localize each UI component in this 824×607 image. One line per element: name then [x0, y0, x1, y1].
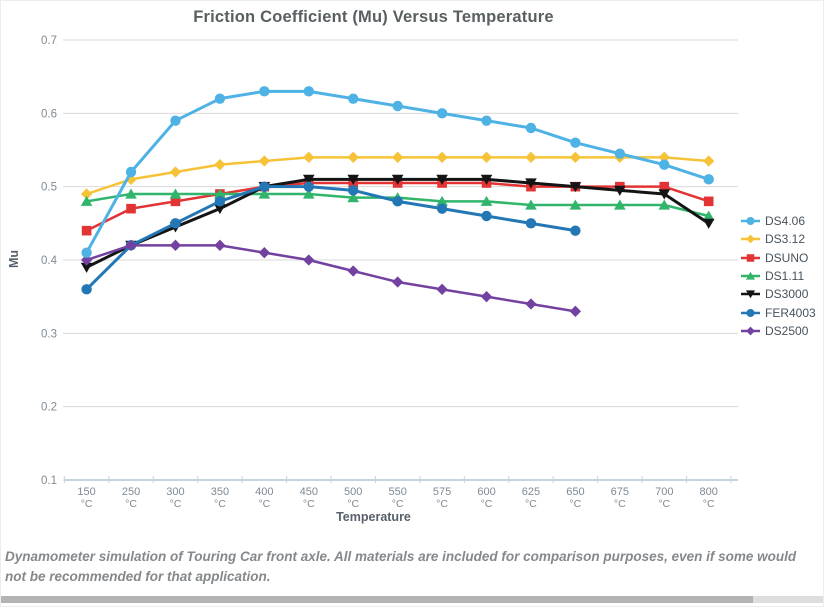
legend-item-DS3000[interactable]: DS3000: [741, 285, 816, 303]
legend-marker-icon: [741, 235, 760, 244]
legend-label: DS4.06: [765, 214, 806, 229]
x-axis-title: Temperature: [336, 510, 411, 524]
svg-text:0.4: 0.4: [41, 255, 58, 267]
legend-marker-icon: [741, 253, 760, 262]
svg-text:°C: °C: [614, 498, 626, 510]
x-axis: [63, 476, 738, 483]
svg-text:°C: °C: [481, 498, 493, 510]
svg-text:0.3: 0.3: [41, 328, 57, 340]
y-tick-labels: 0.7 0.6 0.5 0.4 0.3 0.2 0.1: [41, 35, 58, 487]
svg-text:650: 650: [566, 486, 584, 498]
scrollbar-thumb[interactable]: [1, 596, 754, 603]
svg-text:°C: °C: [347, 498, 359, 510]
legend-item-DSUNO[interactable]: DSUNO: [741, 249, 816, 267]
horizontal-scrollbar[interactable]: [1, 596, 823, 603]
legend-item-DS4.06[interactable]: DS4.06: [741, 212, 816, 230]
x-tick-labels: 150°C250°C300°C350°C400°C450°C500°C550°C…: [77, 486, 717, 510]
svg-text:0.2: 0.2: [41, 402, 57, 414]
svg-text:500: 500: [344, 486, 362, 498]
legend-item-DS1.11[interactable]: DS1.11: [741, 267, 816, 285]
legend-marker-icon: [741, 217, 760, 226]
chart-caption: Dynamometer simulation of Touring Car fr…: [5, 549, 797, 584]
svg-text:°C: °C: [258, 498, 270, 510]
svg-text:625: 625: [522, 486, 540, 498]
svg-text:600: 600: [477, 486, 495, 498]
series-DS2500: [80, 239, 582, 317]
svg-text:400: 400: [255, 486, 273, 498]
svg-text:0.5: 0.5: [41, 182, 57, 194]
svg-text:550: 550: [388, 486, 406, 498]
legend-item-DS2500[interactable]: DS2500: [741, 322, 816, 340]
legend-label: DS1.11: [765, 269, 805, 284]
series-FER4003: [81, 181, 581, 295]
svg-text:°C: °C: [170, 498, 182, 510]
chart-canvas: 0.70.60.50.40.30.20.1150°C250°C300°C350°…: [41, 35, 738, 510]
svg-text:°C: °C: [569, 498, 581, 510]
chart-legend: DS4.06 DS3.12 DSUNO DS1.11 DS3000 FER4003 DS25…: [741, 212, 816, 340]
legend-label: DSUNO: [765, 250, 809, 265]
svg-text:0.6: 0.6: [41, 108, 57, 120]
svg-text:°C: °C: [303, 498, 315, 510]
legend-item-FER4003[interactable]: FER4003: [741, 303, 816, 321]
svg-text:°C: °C: [436, 498, 448, 510]
legend-marker-icon: [741, 290, 760, 299]
legend-marker-icon: [741, 271, 760, 280]
series-DS4.06: [81, 86, 714, 258]
legend-marker-icon: [741, 308, 760, 317]
svg-text:0.1: 0.1: [41, 475, 57, 487]
legend-label: FER4003: [765, 305, 816, 320]
legend-item-DS3.12[interactable]: DS3.12: [741, 230, 816, 248]
svg-text:°C: °C: [392, 498, 404, 510]
legend-label: DS3000: [765, 287, 809, 302]
chart-title: Friction Coefficient (Mu) Versus Tempera…: [193, 8, 554, 26]
svg-text:300: 300: [166, 486, 184, 498]
svg-text:800: 800: [700, 486, 718, 498]
svg-text:°C: °C: [525, 498, 537, 510]
svg-text:450: 450: [300, 486, 318, 498]
svg-text:°C: °C: [658, 498, 670, 510]
legend-label: DS2500: [765, 323, 809, 338]
svg-text:°C: °C: [125, 498, 137, 510]
svg-text:575: 575: [433, 486, 451, 498]
svg-text:°C: °C: [214, 498, 226, 510]
svg-text:250: 250: [122, 486, 140, 498]
svg-text:350: 350: [211, 486, 229, 498]
svg-text:°C: °C: [81, 498, 93, 510]
svg-text:700: 700: [655, 486, 673, 498]
svg-text:0.7: 0.7: [41, 35, 57, 47]
legend-label: DS3.12: [765, 232, 806, 247]
y-axis-title: Mu: [7, 249, 21, 269]
svg-text:150: 150: [77, 486, 95, 498]
svg-text:°C: °C: [703, 498, 715, 510]
svg-text:675: 675: [611, 486, 629, 498]
legend-marker-icon: [741, 326, 760, 336]
